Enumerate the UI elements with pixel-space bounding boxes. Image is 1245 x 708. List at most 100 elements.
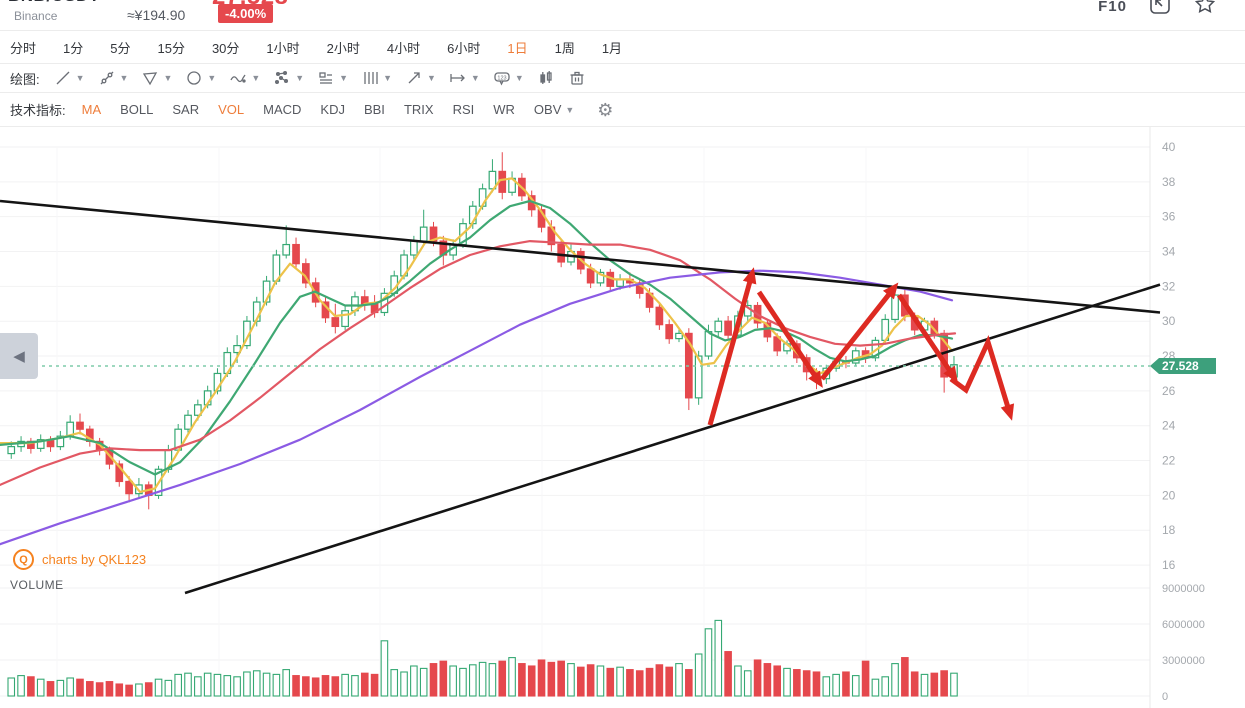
candle-body — [56, 435, 65, 448]
indicator-rsi[interactable]: RSI — [452, 102, 475, 117]
drawing-tool-measure-icon[interactable]: ▼ — [449, 69, 480, 87]
candle-body — [694, 355, 703, 399]
volume-bar — [95, 682, 104, 697]
volume-bar — [527, 665, 536, 697]
volume-bar — [920, 673, 929, 697]
change-badge: -4.00% — [218, 4, 274, 23]
indicator-macd[interactable]: MACD — [263, 102, 302, 117]
watermark: Q charts by QKL123 — [13, 549, 146, 570]
drawing-tool-price-label-icon[interactable]: 123 ▼ — [493, 69, 524, 87]
price-axis-tick: 38 — [1162, 175, 1176, 189]
chevron-down-icon: ▼ — [427, 73, 436, 83]
volume-bar — [252, 670, 261, 697]
annotation-arrow-1 — [707, 267, 757, 426]
indicator-ma[interactable]: MA — [81, 102, 102, 117]
volume-bar — [940, 670, 948, 697]
timeframe-tab-1月[interactable]: 1月 — [601, 40, 623, 56]
chevron-down-icon: ▼ — [383, 73, 392, 83]
favorite-star-icon[interactable] — [1193, 0, 1217, 21]
volume-bar — [468, 664, 477, 697]
volume-bar — [655, 664, 664, 697]
indicator-boll[interactable]: BOLL — [120, 102, 154, 117]
indicator-vol[interactable]: VOL — [218, 102, 245, 117]
chevron-left-icon: ◀ — [13, 348, 25, 365]
indicator-kdj[interactable]: KDJ — [320, 102, 345, 117]
volume-bar — [419, 667, 428, 697]
volume-bar — [105, 681, 114, 697]
snapshot-icon[interactable] — [1149, 0, 1171, 20]
indicator-bbi[interactable]: BBI — [363, 102, 385, 117]
indicator-sar[interactable]: SAR — [172, 102, 200, 117]
volume-bar — [793, 669, 801, 697]
svg-text:123: 123 — [497, 76, 506, 82]
timeframe-tab-15分[interactable]: 15分 — [157, 40, 185, 56]
indicator-wr[interactable]: WR — [493, 102, 515, 117]
candlestick-chart[interactable]: 4038363432302826242220181690000006000000… — [0, 127, 1245, 708]
volume-bar — [223, 675, 232, 697]
collapse-sidebar-handle[interactable]: ◀ — [0, 333, 38, 379]
timeframe-tab-1日[interactable]: 1日 — [507, 40, 528, 56]
volume-pane-label: VOLUME — [10, 578, 64, 592]
volume-bar — [341, 673, 349, 697]
volume-bar — [891, 663, 899, 697]
volume-bar — [871, 678, 880, 697]
drawing-tool-wave-icon[interactable]: ▼ — [229, 69, 260, 87]
indicator-settings-gear-icon[interactable]: ⚙ — [597, 99, 614, 120]
f10-button[interactable]: F10 — [1098, 0, 1127, 15]
chart-area[interactable]: 40 38 36 34 32 30 28 26 24 22 20 18 16 9000000 6000000… — [0, 127, 1245, 708]
volume-bar — [773, 665, 782, 697]
drawing-tool-text-annotation-icon[interactable]: ▼ — [317, 69, 348, 87]
annotation-arrow-5 — [949, 334, 1015, 421]
drawing-tool-polygon-icon[interactable]: ▼ — [141, 69, 172, 87]
volume-bar — [370, 673, 379, 697]
price-axis-tick: 30 — [1162, 314, 1176, 328]
candle-body — [7, 446, 16, 455]
price-axis-tick: 32 — [1162, 279, 1176, 293]
drawing-tool-ray-line-icon[interactable]: ▼ — [98, 69, 128, 87]
volume-bar — [86, 681, 94, 697]
volume-bar — [390, 669, 399, 697]
volume-bar — [76, 678, 84, 697]
trendline-2 — [184, 283, 1161, 595]
drawing-tool-fibonacci-points-icon[interactable]: ▼ — [273, 69, 304, 87]
drawing-tool-ellipse-icon[interactable]: ▼ — [185, 69, 216, 87]
candle-body — [557, 243, 566, 263]
indicator-obv[interactable]: OBV ▼ — [533, 102, 575, 117]
timeframe-tab-1周[interactable]: 1周 — [554, 40, 575, 56]
drawing-tool-vertical-lines-icon[interactable]: ▼ — [361, 69, 392, 87]
chevron-down-icon: ▼ — [163, 73, 173, 83]
timeframe-tab-1小时[interactable]: 1小时 — [266, 40, 300, 56]
volume-bar — [478, 661, 487, 697]
indicator-trix[interactable]: TRIX — [403, 102, 434, 117]
drawing-tool-candle-marker-icon[interactable] — [537, 69, 555, 87]
volume-bar — [586, 664, 595, 697]
candle-body — [891, 294, 899, 321]
volume-bar — [282, 669, 291, 697]
volume-bar — [851, 675, 860, 697]
annotation-arrow-2 — [756, 290, 823, 388]
volume-bar — [400, 671, 408, 697]
timeframe-tab-1分[interactable]: 1分 — [63, 40, 84, 56]
timeframe-tab-6小时[interactable]: 6小时 — [447, 40, 481, 56]
timeframe-tabs: 分时 1分 5分 15分 30分 1小时 2小时 4小时 6小时 1日 1周 1月 — [0, 31, 1245, 64]
symbol-title: BNB/USDT — [8, 0, 100, 6]
timeframe-tab-5分[interactable]: 5分 — [110, 40, 131, 56]
volume-bar — [115, 683, 124, 697]
candle-body — [665, 324, 674, 340]
timeframe-tab-2小时[interactable]: 2小时 — [326, 40, 360, 56]
drawing-tool-trash-icon[interactable] — [568, 69, 586, 87]
volume-bar — [449, 665, 457, 697]
timeframe-tab-分时[interactable]: 分时 — [10, 40, 37, 56]
price-cny: ≈¥194.90 — [127, 7, 186, 23]
volume-bar — [498, 660, 507, 697]
price-axis-tick: 18 — [1162, 523, 1176, 537]
drawing-tool-trend-line-icon[interactable]: ▼ — [54, 69, 85, 87]
timeframe-tab-4小时[interactable]: 4小时 — [386, 40, 421, 56]
candle-body — [292, 243, 300, 265]
volume-bar — [547, 661, 556, 697]
price-axis-tick: 22 — [1162, 454, 1176, 468]
timeframe-tab-30分[interactable]: 30分 — [211, 40, 240, 56]
qkl123-logo-icon: Q — [13, 549, 34, 570]
drawing-tool-arrow-mark-icon[interactable]: ▼ — [405, 69, 436, 87]
